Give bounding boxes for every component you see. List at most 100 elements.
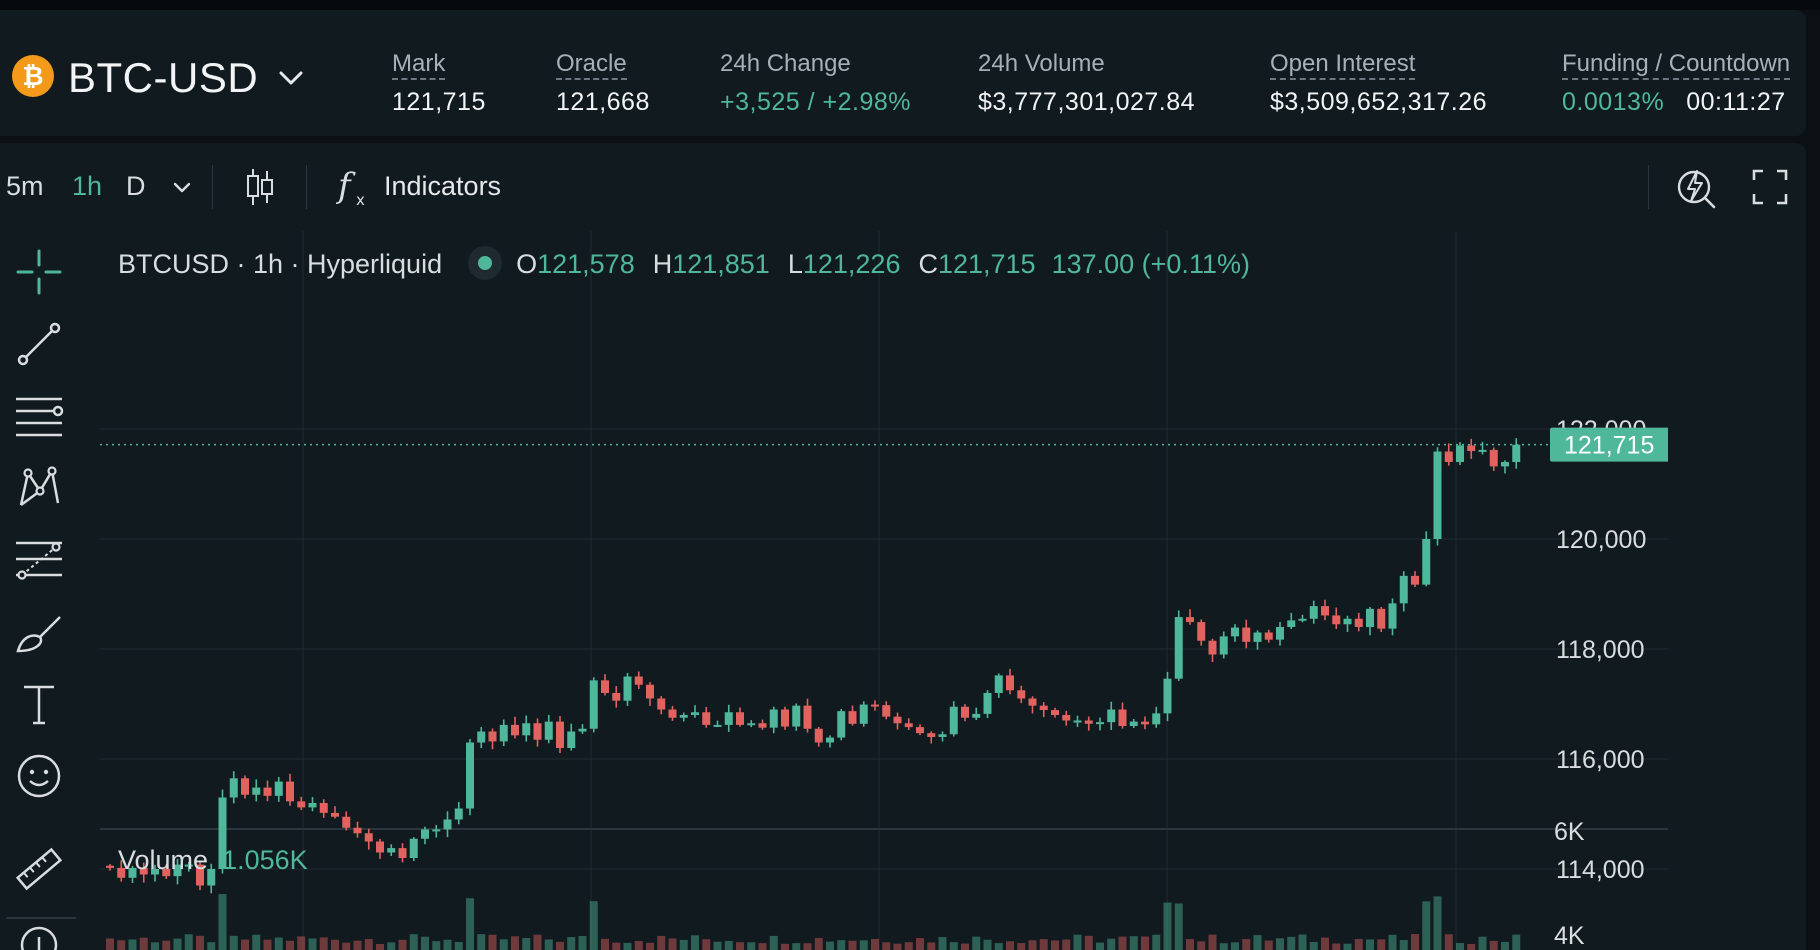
lightning-clock-icon[interactable]: [1674, 163, 1720, 211]
volume-label: 24h Volume: [978, 50, 1105, 77]
candle-body: [1309, 606, 1318, 619]
text-icon[interactable]: [14, 679, 64, 729]
legend-change: 137.00 (+0.11%): [1051, 249, 1250, 280]
symbol-selector[interactable]: BTC-USD: [68, 54, 259, 101]
volume-bar: [1084, 935, 1093, 950]
volume-bar: [1501, 941, 1509, 950]
candle-body: [972, 713, 981, 718]
candle-body: [927, 733, 936, 737]
stat-oracle: Oracle 121,668: [556, 50, 650, 117]
candle-body: [601, 680, 609, 693]
volume-bar: [657, 935, 666, 950]
volume-bar: [1456, 942, 1464, 950]
fullscreen-icon[interactable]: [1750, 167, 1790, 207]
candle-body: [1433, 451, 1442, 539]
volume-bar: [1444, 934, 1453, 950]
candle-body: [736, 712, 744, 725]
volume-bar: [1242, 939, 1251, 950]
volume-bar: [308, 938, 317, 950]
volume-bar: [578, 936, 587, 950]
crosshair-icon[interactable]: [14, 247, 64, 297]
volume-bar: [983, 939, 992, 950]
volume-value: $3,777,301,027.84: [978, 88, 1196, 116]
volume-bar: [432, 941, 441, 950]
pattern-icon[interactable]: [14, 463, 64, 513]
open-interest-label[interactable]: Open Interest: [1270, 50, 1416, 80]
horizontal-lines-icon[interactable]: [14, 391, 64, 441]
volume-bar: [1039, 939, 1048, 950]
volume-bar: [713, 941, 722, 950]
emoji-icon[interactable]: [14, 751, 64, 801]
candle-body: [1084, 720, 1093, 724]
indicators-button[interactable]: Indicators: [384, 171, 502, 201]
price-chart[interactable]: 122,000120,000118,000116,000114,0006K4K1…: [100, 231, 1668, 950]
candle-body: [702, 712, 711, 725]
market-header: ₿ BTC-USD Mark 121,715 Oracle 121,668 24…: [0, 10, 1806, 136]
chevron-down-icon[interactable]: [170, 179, 194, 197]
volume-legend-value: 1.056K: [222, 845, 308, 875]
price-tick-label: 118,000: [1556, 636, 1645, 664]
candle-body: [1163, 678, 1172, 714]
volume-bar: [207, 942, 216, 950]
volume-bar: [724, 940, 733, 950]
candle-body: [668, 709, 677, 718]
candle-body: [1501, 462, 1509, 467]
stat-24h-change: 24h Change +3,525 / +2.98%: [720, 50, 911, 117]
volume-bar: [1174, 903, 1183, 950]
candle-body: [117, 867, 126, 878]
legend-high: 121,851: [672, 249, 770, 280]
candle-body: [1107, 709, 1116, 723]
timeframe-d[interactable]: D: [126, 171, 146, 201]
zoom-icon[interactable]: [14, 917, 64, 950]
volume-bar: [601, 938, 609, 950]
candle-body: [949, 706, 958, 735]
candles-icon[interactable]: [244, 165, 276, 209]
chart-panel: 5m 1h D f x Indicators: [0, 143, 1806, 950]
candle-body: [1174, 617, 1183, 679]
candle-body: [1118, 709, 1127, 726]
mark-label[interactable]: Mark: [392, 50, 446, 80]
funding-label[interactable]: Funding / Countdown: [1562, 50, 1791, 80]
function-icon[interactable]: f x: [334, 163, 374, 211]
candle-body: [1321, 606, 1329, 616]
volume-bar: [1163, 902, 1172, 950]
timeframe-1h[interactable]: 1h: [72, 171, 103, 201]
funding-rate: 0.0013%: [1562, 88, 1665, 116]
volume-bar: [218, 894, 227, 950]
candle-body: [1276, 627, 1284, 640]
fib-icon[interactable]: [14, 535, 64, 585]
candle-body: [522, 723, 531, 736]
trend-line-icon[interactable]: [14, 319, 64, 369]
timeframe-5m[interactable]: 5m: [6, 171, 44, 201]
brush-icon[interactable]: [14, 607, 64, 657]
candle-body: [837, 711, 846, 738]
volume-bar: [353, 940, 362, 950]
candle-body: [376, 841, 384, 853]
candle-body: [781, 709, 789, 727]
candle-body: [1422, 539, 1431, 585]
chart-canvas[interactable]: 122,000120,000118,000116,000114,0006K4K1…: [100, 231, 1668, 950]
volume-bar: [1433, 896, 1442, 950]
chevron-down-icon[interactable]: [276, 66, 306, 90]
candle-body: [803, 705, 812, 729]
volume-bar: [409, 934, 418, 950]
candle-body: [331, 812, 339, 817]
oracle-label[interactable]: Oracle: [556, 50, 627, 80]
candle-body: [533, 723, 542, 740]
drawing-tools-sidebar: [0, 231, 78, 950]
candle-body: [1242, 627, 1251, 642]
volume-bar: [1186, 939, 1194, 950]
volume-legend-label: Volume: [118, 845, 209, 875]
volume-bar: [274, 937, 283, 950]
volume-bar: [1478, 936, 1487, 950]
candle-body: [207, 869, 216, 886]
volume-bar: [623, 942, 632, 950]
ruler-icon[interactable]: [14, 845, 64, 895]
funding-countdown: 00:11:27: [1686, 88, 1786, 116]
volume-bar: [589, 901, 598, 950]
volume-bar: [1208, 934, 1217, 950]
candle-body: [758, 723, 767, 728]
mark-value: 121,715: [392, 88, 486, 116]
top-strip: [0, 0, 1820, 10]
candle-body: [1096, 722, 1104, 725]
